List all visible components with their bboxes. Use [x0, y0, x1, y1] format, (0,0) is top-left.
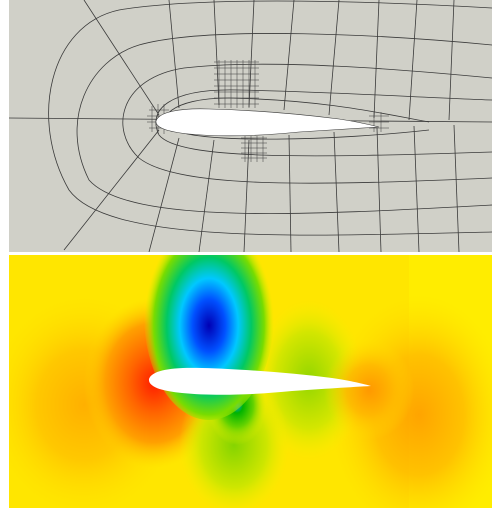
- mesh-panel: [9, 0, 492, 252]
- mesh-view: [9, 0, 492, 252]
- airfoil-shape: [155, 108, 380, 137]
- contour-view: [9, 255, 492, 508]
- airfoil-shape-field: [148, 367, 371, 395]
- field-panel: [9, 255, 492, 508]
- mesh-lines: [9, 0, 492, 252]
